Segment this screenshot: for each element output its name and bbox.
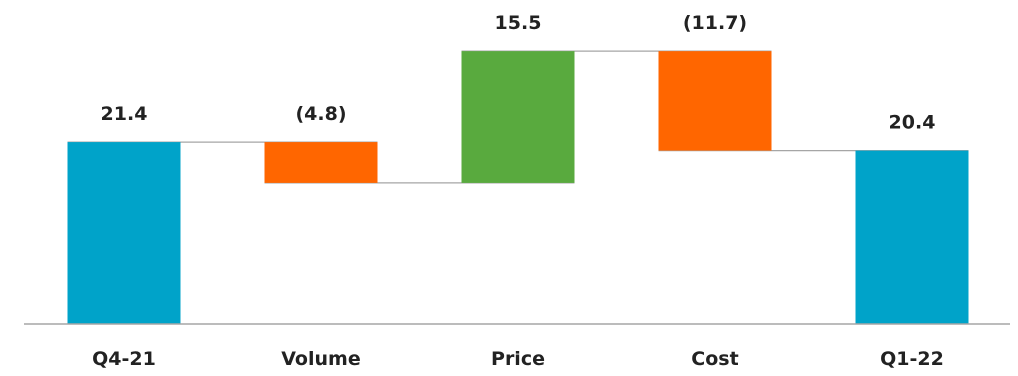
data-label: (11.7) — [683, 12, 747, 34]
category-label: Volume — [281, 348, 360, 370]
data-labels-group: 21.4 (4.8) 15.5 (11.7) 20.4 — [101, 12, 936, 133]
bar-volume — [264, 142, 378, 183]
category-label: Q4-21 — [92, 348, 156, 370]
bar-q4-21 — [67, 142, 181, 324]
bars-group — [67, 51, 969, 324]
data-label: (4.8) — [295, 103, 346, 125]
bar-q1-22 — [855, 150, 969, 324]
data-label: 21.4 — [101, 103, 148, 125]
bar-cost — [658, 51, 772, 151]
category-label: Q1-22 — [880, 348, 944, 370]
category-labels-group: Q4-21 Volume Price Cost Q1-22 — [92, 348, 944, 370]
data-label: 20.4 — [889, 112, 936, 134]
data-label: 15.5 — [495, 12, 542, 34]
category-label: Price — [491, 348, 545, 370]
bar-price — [461, 51, 575, 183]
category-label: Cost — [691, 348, 738, 370]
